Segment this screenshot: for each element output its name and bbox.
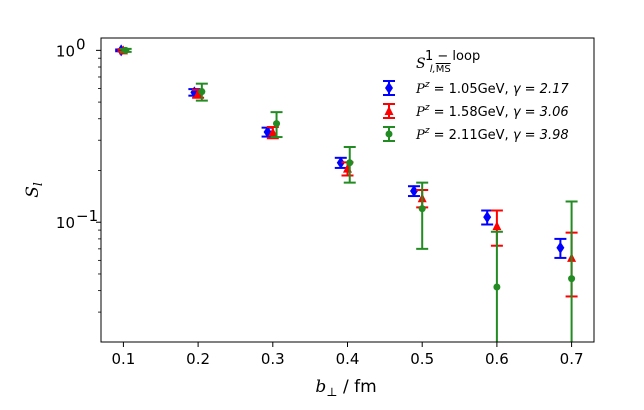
x-tick-label-1: 0.2 [186, 350, 210, 368]
legend-label-0-sup: z [424, 80, 430, 90]
legend-label-1-p: P [415, 105, 425, 120]
legend-label-2-gamma: γ = 3.98 [513, 128, 569, 143]
series-1-point-1 [193, 88, 203, 98]
legend-label-2-p: P [415, 128, 425, 143]
legend-label-1-gamma: γ = 3.06 [513, 105, 569, 120]
x-axis-title: b⊥ / fm [315, 377, 376, 399]
series-2-point-6 [568, 275, 576, 283]
legend-label-0-rest: = 1.05GeV, [429, 82, 512, 97]
series-1-point-5 [492, 221, 502, 231]
x-tick-label-5: 0.6 [485, 350, 509, 368]
legend-marker-2 [385, 130, 393, 138]
y-tick-exponent-1: −1 [76, 207, 98, 225]
legend: S l,MS 1 − loop Pz = 1.05GeV, γ = 2.17Pz… [383, 49, 569, 143]
legend-label-0-p: P [415, 82, 425, 97]
x-tick-label-2: 0.3 [261, 350, 285, 368]
legend-label-0: Pz = 1.05GeV, γ = 2.17 [415, 80, 569, 97]
legend-title-sub: l,MS [430, 64, 451, 75]
legend-title-sub-ms: MS [436, 64, 451, 75]
legend-label-1-rest: = 1.58GeV, [429, 105, 512, 120]
x-tick-label-4: 0.5 [410, 350, 434, 368]
series-2-point-4 [418, 205, 426, 213]
legend-title-sub-l: l, [430, 64, 436, 75]
series-2-point-1 [198, 88, 206, 96]
y-tick-label-0: 10 [56, 42, 75, 60]
x-axis-title-b: b [315, 377, 326, 397]
series-0-point-3 [336, 156, 345, 169]
axes-frame [100, 37, 595, 343]
y-axis-title: Sl [23, 182, 45, 198]
series-0-point-4 [409, 184, 418, 197]
y-tick-exponent-0: 0 [76, 35, 86, 53]
legend-title: S l,MS [416, 56, 451, 75]
series-2 [119, 46, 578, 342]
series-2-point-0 [122, 46, 130, 54]
series-0-point-6 [556, 241, 565, 254]
y-axis-title-s: S [23, 186, 43, 198]
legend-label-1-sup: z [424, 103, 430, 113]
series-2-point-3 [346, 159, 354, 167]
x-axis-title-unit: / fm [338, 377, 377, 397]
x-tick-label-0: 0.1 [111, 350, 135, 368]
series-2-point-2 [273, 120, 281, 128]
x-axis-title-sub: ⊥ [326, 385, 337, 399]
plot-area [115, 44, 578, 342]
legend-label-1: Pz = 1.58GeV, γ = 3.06 [415, 103, 569, 120]
legend-label-2-rest: = 2.11GeV, [429, 128, 512, 143]
legend-title-main: S [416, 56, 426, 72]
legend-marker-0 [385, 82, 393, 94]
legend-title-sup: 1 − loop [425, 49, 480, 64]
legend-label-2: Pz = 2.11GeV, γ = 3.98 [415, 126, 569, 143]
y-tick-label-1: 10 [56, 214, 75, 232]
y-axis-title-sub: l [31, 182, 45, 186]
x-tick-label-6: 0.7 [560, 350, 584, 368]
legend-label-0-gamma: γ = 2.17 [513, 82, 570, 97]
series-1-point-2 [268, 127, 278, 137]
series-2-point-5 [493, 283, 501, 291]
legend-marker-1 [384, 106, 394, 115]
x-tick-label-3: 0.4 [336, 350, 360, 368]
legend-label-2-sup: z [424, 126, 430, 136]
series-0-point-5 [483, 211, 492, 224]
